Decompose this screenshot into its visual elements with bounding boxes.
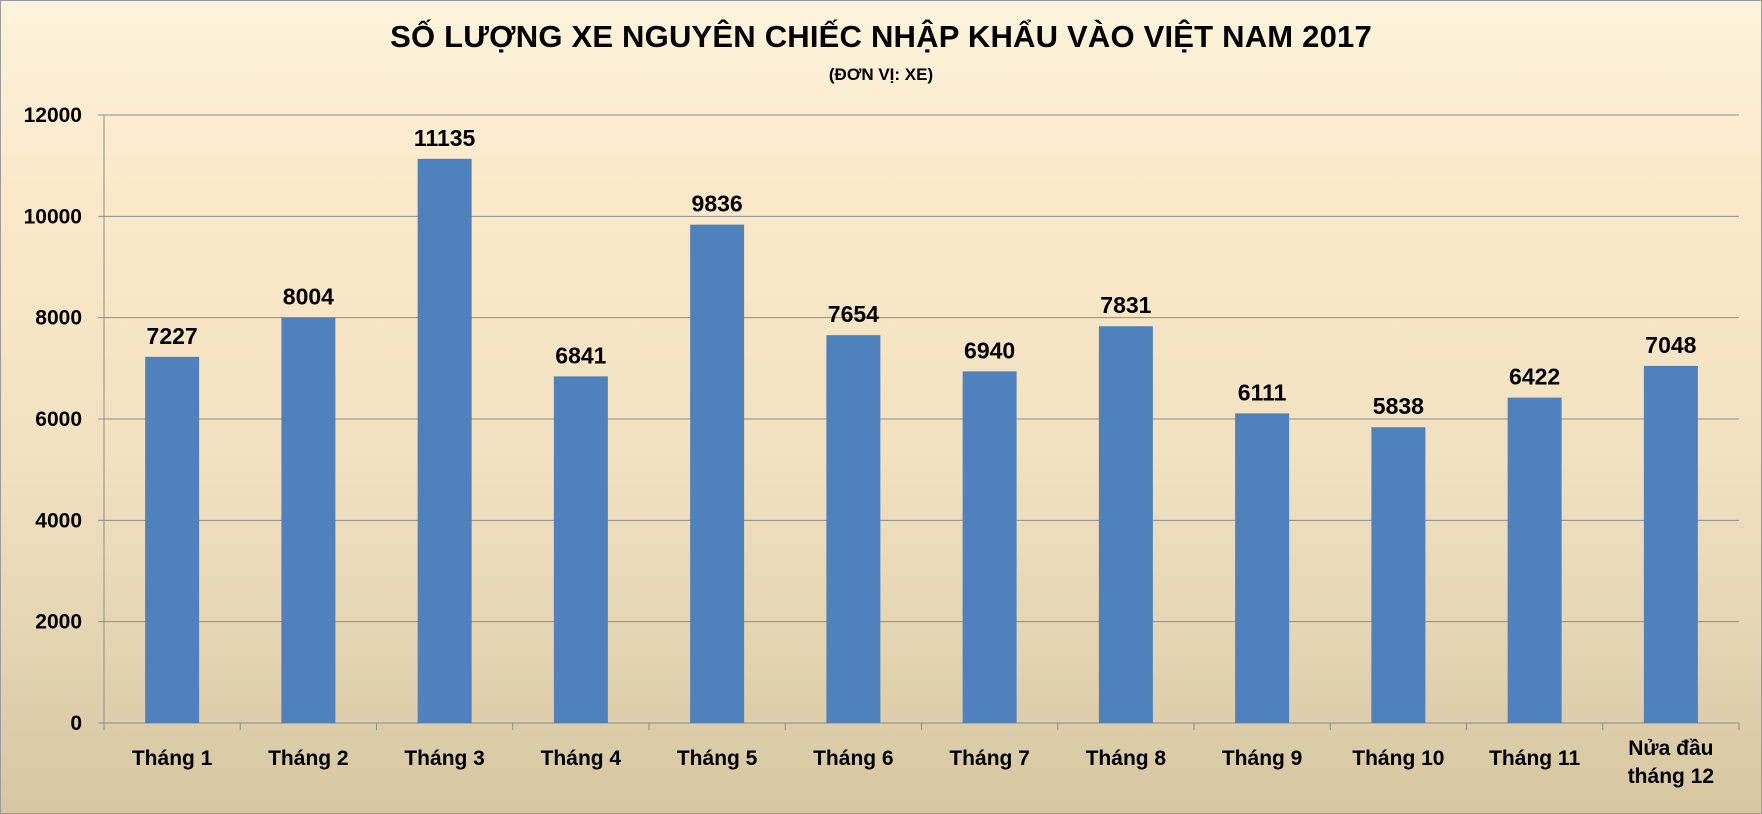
y-tick-label: 0 — [70, 712, 82, 735]
data-label: 11135 — [414, 125, 476, 151]
x-tick-label-line: Tháng 1 — [132, 747, 213, 770]
x-tick-label: Tháng 6 — [813, 747, 894, 770]
y-tick-label: 6000 — [35, 408, 82, 431]
bar — [1643, 365, 1698, 723]
x-tick-label: Tháng 3 — [404, 747, 485, 770]
bar — [690, 224, 745, 723]
x-tick-label-line: Tháng 3 — [404, 747, 485, 770]
chart-subtitle: (ĐƠN VỊ: XE) — [828, 65, 934, 84]
x-tick-label-line: Tháng 11 — [1489, 747, 1580, 770]
x-tick-label: Tháng 11 — [1489, 747, 1580, 770]
bar — [1371, 427, 1426, 723]
x-tick-label: Tháng 8 — [1086, 747, 1167, 770]
y-tick-label: 8000 — [35, 307, 82, 330]
x-tick-label-line: Tháng 7 — [949, 747, 1030, 770]
bar — [145, 356, 200, 723]
data-label: 7227 — [147, 323, 198, 349]
x-tick-label: Tháng 5 — [677, 747, 758, 770]
bar — [962, 371, 1017, 723]
x-tick-label-line: tháng 12 — [1628, 765, 1714, 788]
x-tick-label: Tháng 1 — [132, 747, 213, 770]
x-tick-label-line: Tháng 5 — [677, 747, 758, 770]
x-tick-label-line: Tháng 2 — [268, 747, 349, 770]
bar — [417, 158, 472, 723]
data-label: 6111 — [1238, 379, 1287, 405]
y-tick-label: 4000 — [35, 509, 82, 532]
x-tick-label-line: Tháng 4 — [541, 747, 622, 770]
data-label: 6940 — [964, 337, 1015, 363]
x-tick-label-line: Tháng 6 — [813, 747, 894, 770]
bar — [1507, 397, 1562, 723]
bar — [281, 317, 336, 723]
bar — [826, 335, 881, 723]
data-label: 6422 — [1509, 364, 1560, 390]
chart-title: SỐ LƯỢNG XE NGUYÊN CHIẾC NHẬP KHẨU VÀO V… — [390, 19, 1372, 54]
bar — [1235, 413, 1290, 723]
bar — [553, 376, 608, 723]
x-tick-label-line: Tháng 8 — [1086, 747, 1167, 770]
y-tick-label: 12000 — [24, 104, 82, 127]
y-tick-label: 10000 — [24, 205, 82, 228]
bar — [1098, 326, 1153, 723]
data-label: 7048 — [1645, 332, 1696, 358]
data-label: 8004 — [283, 283, 334, 309]
x-tick-label: Nửa đầu tháng 12 — [1628, 737, 1714, 788]
data-label: 7831 — [1100, 292, 1151, 318]
y-tick-label: 2000 — [35, 611, 82, 634]
x-tick-label: Tháng 4 — [541, 747, 622, 770]
x-tick-label-line: Nửa đầu — [1628, 737, 1713, 760]
x-tick-label: Tháng 9 — [1222, 747, 1303, 770]
x-tick-label: Tháng 10 — [1352, 747, 1444, 770]
x-tick-label: Tháng 7 — [949, 747, 1030, 770]
x-tick-label-line: Tháng 10 — [1352, 747, 1444, 770]
data-label: 9836 — [692, 191, 743, 217]
data-label: 7654 — [828, 301, 879, 327]
data-label: 5838 — [1373, 393, 1424, 419]
data-label: 6841 — [555, 342, 606, 368]
x-tick-label: Tháng 2 — [268, 747, 349, 770]
x-tick-label-line: Tháng 9 — [1222, 747, 1303, 770]
